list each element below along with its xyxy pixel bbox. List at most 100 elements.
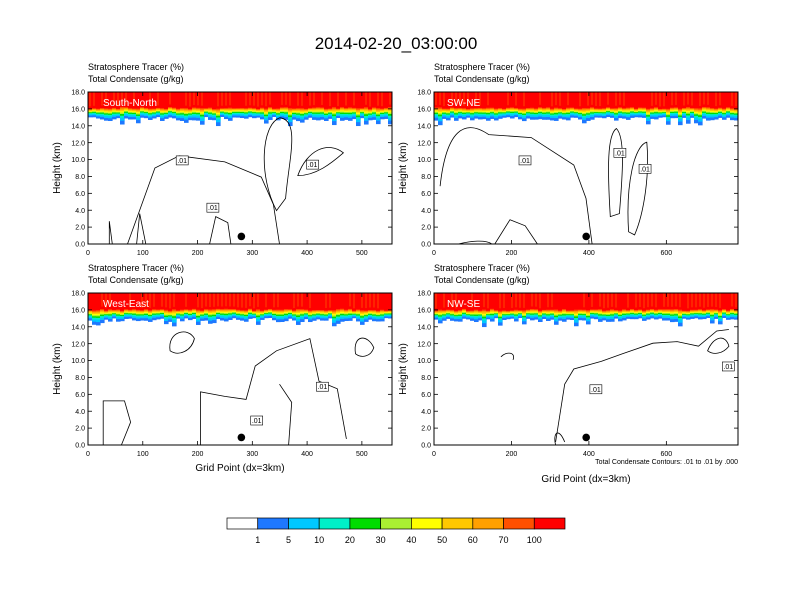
y-tick-label: 16.0 — [71, 106, 85, 113]
tracer-streak — [515, 293, 517, 308]
tracer-cell — [160, 108, 165, 110]
tracer-streak — [301, 92, 303, 106]
tracer-cell — [212, 309, 217, 311]
condensate-contour — [169, 331, 195, 354]
tracer-cell — [356, 309, 361, 311]
tracer-cell — [268, 107, 273, 109]
tracer-streak — [149, 293, 151, 308]
tracer-cell — [602, 108, 607, 110]
tracer-streak — [675, 293, 677, 307]
tracer-cell — [638, 107, 643, 109]
tracer-streak — [289, 92, 291, 106]
tracer-cell — [284, 107, 289, 109]
tracer-cell — [446, 92, 451, 109]
tracer-cell — [666, 108, 671, 111]
tracer-streak — [337, 92, 339, 107]
tracer-cell — [352, 310, 357, 312]
plot-frame — [87, 292, 393, 446]
tracer-cell — [682, 293, 687, 311]
tracer-cell — [550, 108, 555, 110]
tracer-streak — [459, 92, 461, 106]
tracer-cell — [646, 108, 651, 111]
tracer-cell — [204, 92, 209, 109]
tracer-streak — [691, 293, 693, 308]
tracer-cell — [232, 92, 237, 109]
tracer-cell — [176, 108, 181, 110]
tracer-cell — [718, 310, 723, 312]
contour-label: .01 — [640, 166, 650, 173]
condensate-contour — [263, 117, 293, 212]
tracer-cell — [280, 293, 285, 310]
tracer-cell — [622, 293, 627, 310]
tracer-cell — [594, 293, 599, 310]
panel-south-north: Stratosphere Tracer (%) Total Condensate… — [52, 62, 393, 257]
axes: 0.0 2.0 4.0 6.0 8.0 10.0 12.0 14.0 16.0 18.0 0 200 4… — [417, 90, 738, 257]
tracer-streak — [499, 293, 501, 309]
tracer-cell — [678, 309, 683, 312]
tracer-streak — [189, 92, 191, 107]
tracer-cell — [638, 92, 643, 108]
tracer-cell — [368, 108, 373, 110]
panel-title-line-2: Total Condensate (g/kg) — [88, 275, 184, 285]
tracer-cell — [598, 108, 603, 110]
tracer-cell — [268, 293, 273, 310]
y-tick-label: 10.0 — [417, 358, 431, 365]
tracer-cell — [236, 92, 241, 109]
condensate-contour — [500, 352, 515, 361]
tracer-cell — [706, 309, 711, 311]
tracer-streak — [603, 293, 605, 309]
tracer-streak — [699, 92, 701, 106]
tracer-cell — [132, 309, 137, 311]
tracer-cell — [518, 108, 523, 110]
y-tick-label: 4.0 — [421, 208, 431, 215]
tracer-cell — [650, 108, 655, 110]
tracer-streak — [169, 92, 171, 105]
tracer-cell — [522, 108, 527, 110]
tracer-streak — [185, 92, 187, 106]
tracer-cell — [252, 310, 257, 312]
tracer-streak — [471, 293, 473, 308]
tracer-cell — [582, 92, 587, 109]
tracer-cell — [542, 92, 547, 108]
tracer-streak — [467, 92, 469, 107]
tracer-cell — [344, 309, 349, 311]
tracer-cell — [92, 293, 97, 311]
x-tick-label: 100 — [137, 250, 149, 257]
tracer-cell — [682, 107, 687, 109]
x-tick-label: 200 — [192, 451, 204, 458]
y-tick-label: 14.0 — [417, 324, 431, 331]
tracer-streak — [591, 293, 593, 307]
tracer-cell — [200, 108, 205, 110]
tracer-cell — [506, 310, 511, 312]
tracer-cell — [356, 108, 361, 110]
tracer-streak — [659, 92, 661, 107]
x-tick-label: 400 — [583, 250, 595, 257]
tracer-cell — [634, 92, 639, 109]
tracer-cell — [438, 107, 443, 109]
tracer-streak — [607, 92, 609, 105]
tracer-streak — [377, 293, 379, 309]
tracer-streak — [373, 293, 375, 308]
tracer-cell — [296, 108, 301, 110]
tracer-cell — [188, 108, 193, 110]
tracer-streak — [157, 92, 159, 106]
tracer-cell — [654, 309, 659, 311]
tracer-cell — [264, 309, 269, 311]
tracer-cell — [530, 308, 535, 310]
tracer-streak — [451, 293, 453, 308]
tracer-cell — [554, 107, 559, 109]
tracer-cell — [618, 107, 623, 109]
y-tick-label: 4.0 — [75, 208, 85, 215]
tracer-cell — [586, 108, 591, 110]
tracer-cell — [348, 92, 353, 108]
tracer-cell — [546, 309, 551, 311]
tracer-cell — [172, 92, 177, 108]
tracer-streak — [345, 92, 347, 106]
contour-label: .01 — [591, 387, 601, 394]
tracer-streak — [377, 92, 379, 106]
tracer-streak — [241, 293, 243, 308]
x-tick-label: 600 — [661, 250, 673, 257]
tracer-cell — [458, 293, 463, 311]
tracer-cell — [534, 309, 539, 311]
condensate-contour — [555, 329, 729, 443]
